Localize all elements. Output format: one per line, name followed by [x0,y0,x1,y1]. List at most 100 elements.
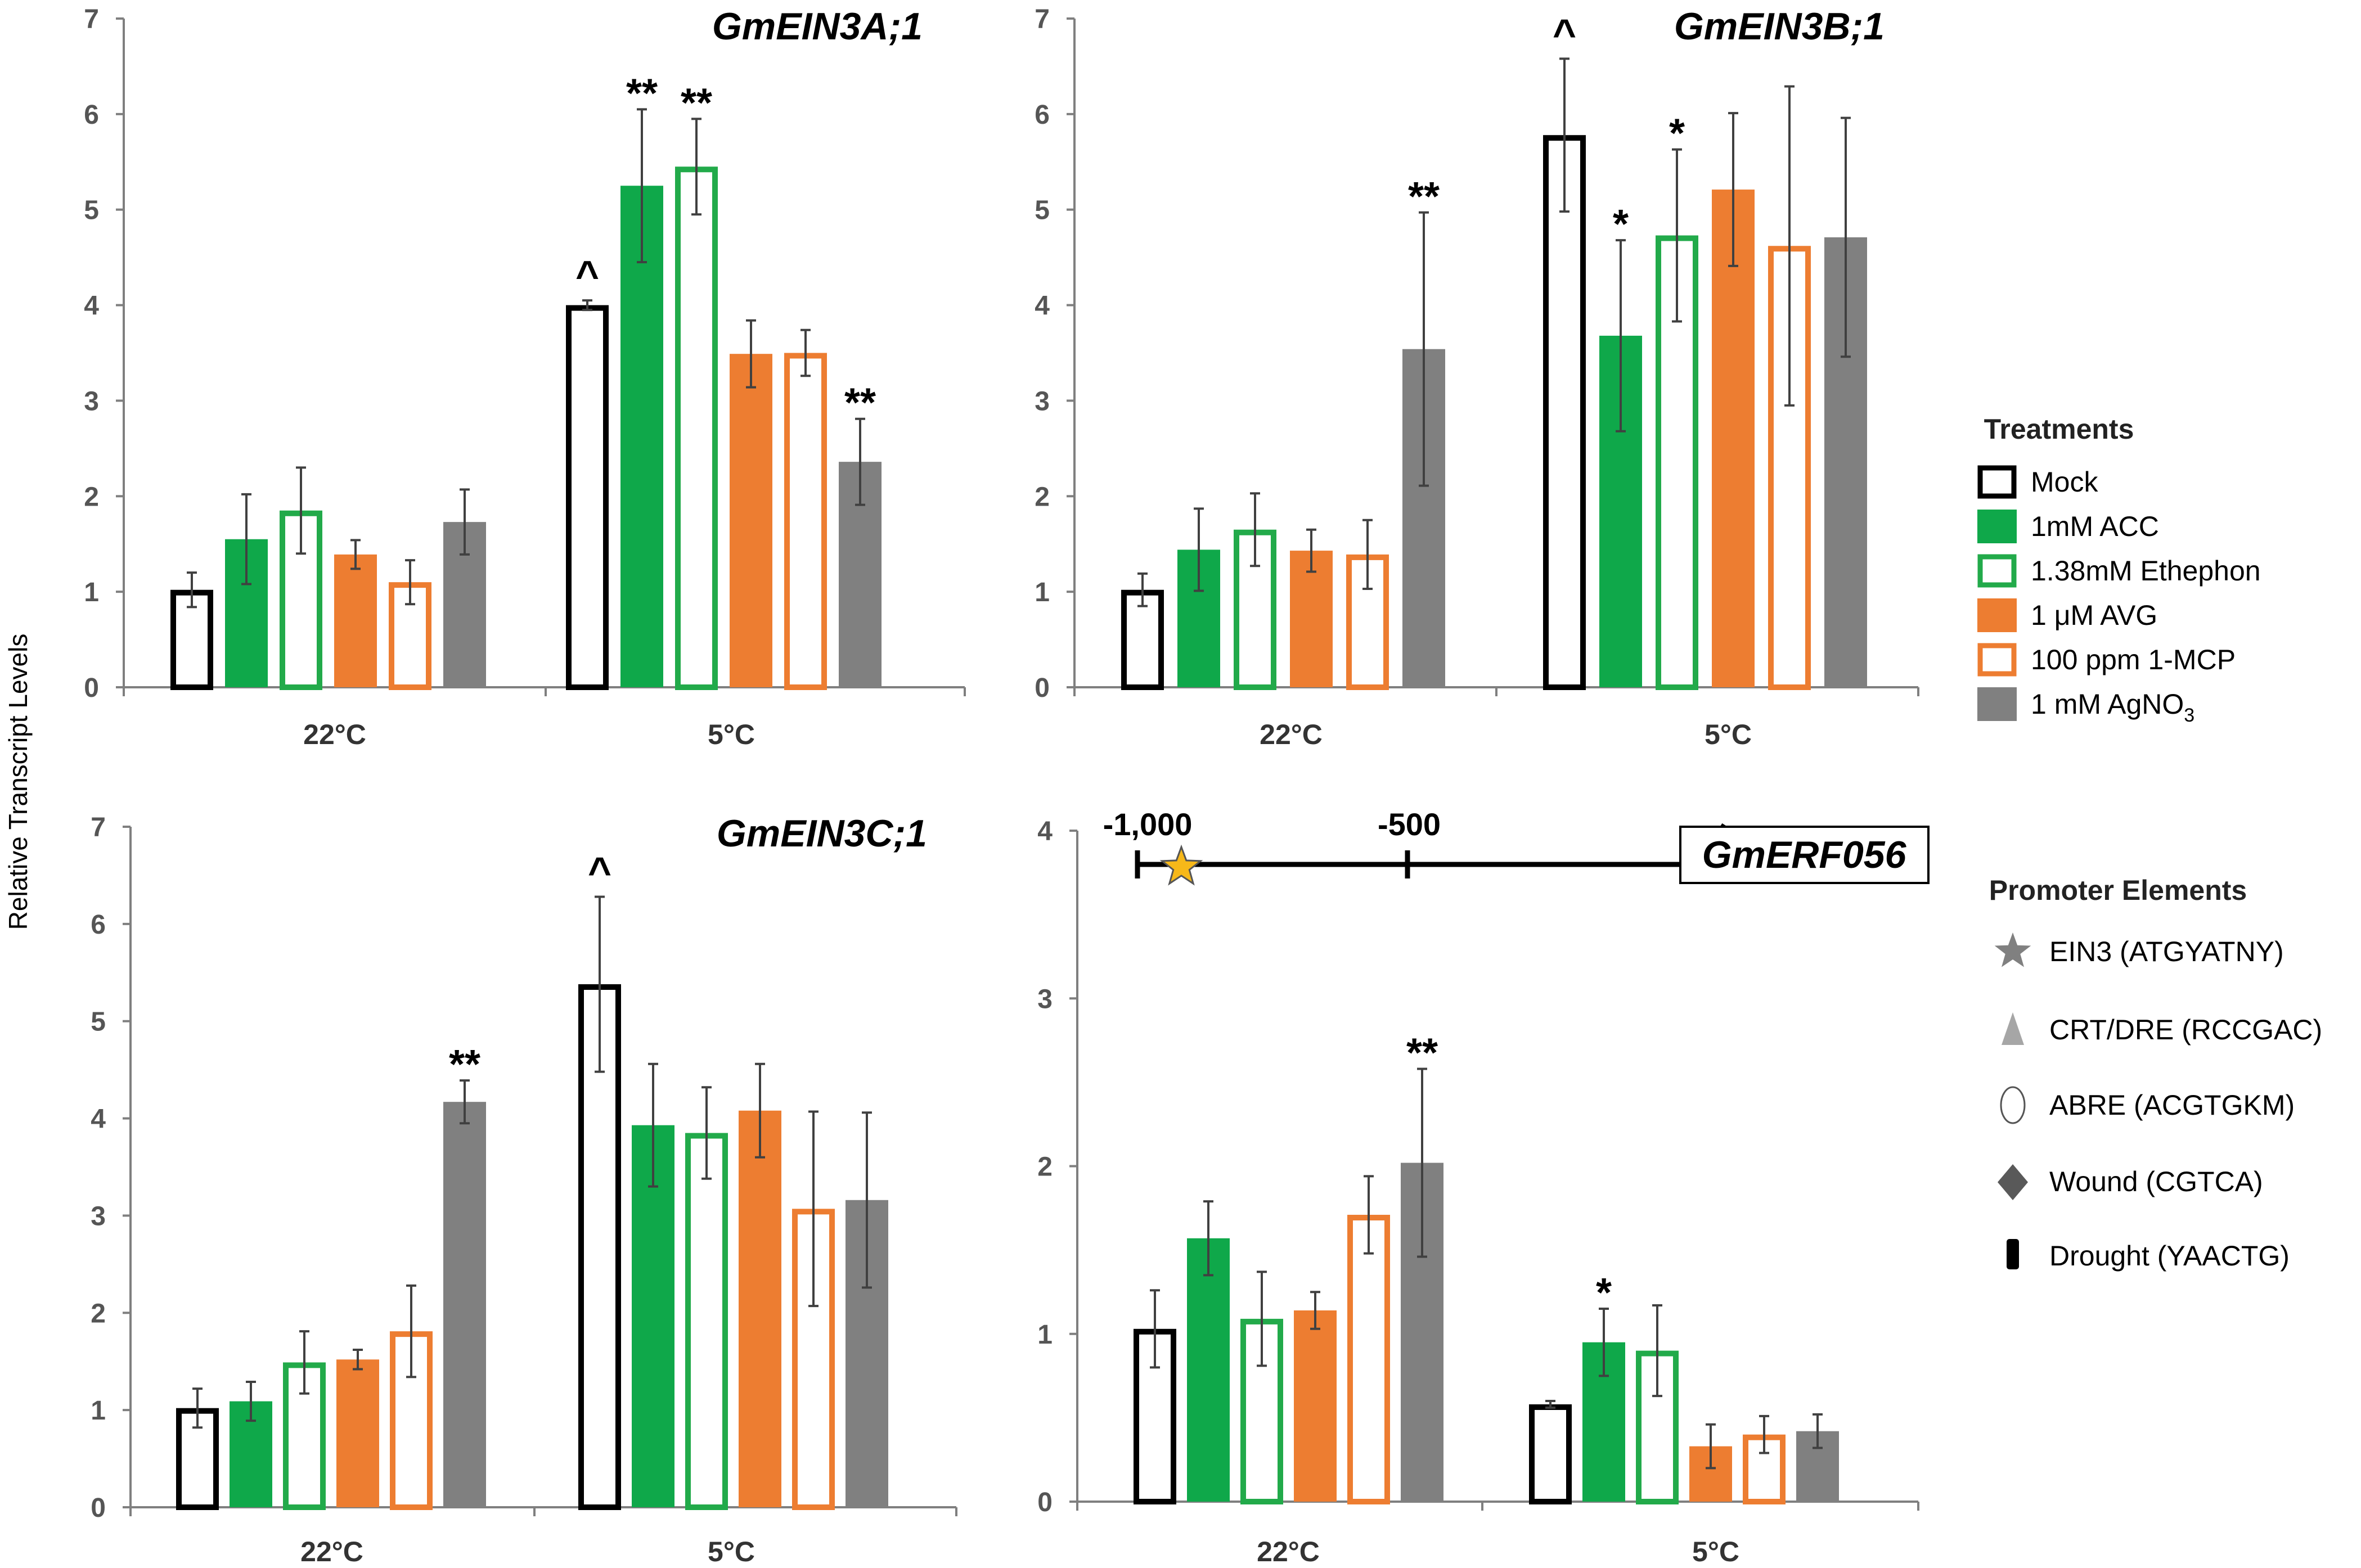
promoter-element-label: EIN3 (ATGYATNY) [2049,936,2284,967]
y-tick-label: 5 [1035,196,1050,226]
y-tick-label: 6 [91,910,106,940]
legend-label: 100 ppm 1-MCP [2031,644,2236,675]
promoter-element-label: Drought (YAACTG) [2049,1240,2290,1272]
bar [739,1110,781,1507]
significance-caret: ^ [575,253,599,298]
legend-label: Mock [2031,466,2098,498]
diamond-icon [1998,1164,2028,1200]
bar [632,1125,674,1507]
x-category-label: 22°C [1257,1536,1320,1567]
significance-marker: ** [1406,1031,1438,1076]
significance-marker: ** [626,71,658,116]
y-tick-label: 7 [91,813,106,842]
legend-swatch [1977,598,2017,632]
bar [784,353,827,690]
y-tick-label: 2 [1035,482,1050,512]
bar [1294,1310,1337,1502]
y-tick-label: 5 [91,1007,106,1037]
y-tick-label: 6 [1035,100,1050,130]
bar [578,984,621,1510]
y-tick-label: 6 [84,100,99,130]
bar [1187,1238,1230,1502]
bar [176,1408,219,1511]
legend-label: 1 μM AVG [2031,600,2157,631]
legend-treatments-title: Treatments [1984,413,2134,445]
y-tick-label: 3 [91,1201,106,1231]
bar [1290,551,1333,687]
y-tick-label: 1 [1037,1320,1053,1350]
x-category-label: 5°C [1692,1536,1739,1567]
y-tick-label: 0 [84,673,99,703]
x-category-label: 22°C [1260,719,1323,750]
legend-swatch [1977,643,2017,677]
drought-bar-icon [2007,1239,2019,1269]
promoter-mark-500: -500 [1378,806,1441,842]
bar [620,186,663,687]
chart-title: GmEIN3C;1 [717,812,927,855]
y-tick-label: 2 [1037,1152,1053,1182]
x-category-label: 5°C [708,1536,755,1567]
legend-swatch [1977,687,2017,721]
bar [443,1102,486,1507]
ellipse-icon [2000,1086,2026,1124]
y-tick-label: 0 [1037,1488,1053,1517]
significance-marker: ** [844,381,876,426]
y-tick-label: 2 [84,482,99,512]
legend-treatments: Mock 1mM ACC 1.38mM Ethephon 1 μM AVG 100 pp… [1977,465,2261,726]
x-category-label: 22°C [303,719,366,750]
y-tick-label: 4 [1035,291,1050,321]
significance-marker: ** [449,1042,480,1087]
chart-panel-1: 0 1 2 3 4 5 6 7 22°C 5°C GmEIN3A;1 ^ ** ** ** [84,4,966,750]
legend-label: 1 mM AgNO3 [2031,688,2194,726]
legend-label: 1mM ACC [2031,511,2159,542]
ein3-star-icon [1159,844,1203,886]
promoter-element-label: ABRE (ACGTGKM) [2049,1089,2295,1121]
legend-swatch [1977,465,2017,499]
significance-marker: * [1596,1270,1612,1315]
y-tick-label: 2 [91,1299,106,1328]
gene-box [1679,826,1930,884]
y-tick-label: 3 [1037,984,1053,1014]
bar [334,554,377,687]
y-tick-label: 5 [84,196,99,226]
significance-caret: ^ [588,849,611,894]
bar [566,305,609,690]
gene-label: GmERF056 [1702,833,1907,876]
promoter-diagram: -1,000 -500 GmERF056 [1103,806,1930,886]
promoter-element-label: Wound (CGTCA) [2049,1166,2263,1197]
y-axis-label: Relative Transcript Levels [3,634,33,930]
bar [1712,190,1755,687]
legend: Treatments Mock 1mM ACC 1.38mM Ethephon 1 μ… [1977,413,2322,1272]
bar [685,1133,728,1510]
legend-promoter-title: Promoter Elements [1989,875,2247,906]
y-tick-label: 3 [1035,386,1050,416]
star-icon [1994,932,2031,967]
y-tick-label: 1 [91,1396,106,1426]
y-tick-label: 7 [1035,4,1050,34]
x-category-label: 5°C [708,719,755,750]
significance-marker: * [1613,202,1629,247]
x-category-label: 5°C [1705,719,1752,750]
bar [730,354,772,687]
significance-marker: * [1669,111,1685,156]
y-tick-label: 4 [1037,817,1053,846]
legend-swatch [1977,510,2017,543]
x-category-label: 22°C [300,1536,363,1567]
significance-marker: ** [681,80,712,125]
y-tick-label: 3 [84,386,99,416]
legend-label-subscript: 3 [2184,705,2194,726]
bar [1543,135,1586,690]
legend-swatch [1977,554,2017,588]
bar [336,1359,379,1507]
promoter-element-label: CRT/DRE (RCCGAC) [2049,1014,2322,1046]
triangle-icon [2002,1012,2024,1045]
significance-marker: ** [1408,174,1440,219]
y-tick-label: 4 [84,291,99,321]
y-tick-label: 0 [91,1493,106,1523]
y-tick-label: 7 [84,4,99,34]
bar [1656,235,1698,690]
